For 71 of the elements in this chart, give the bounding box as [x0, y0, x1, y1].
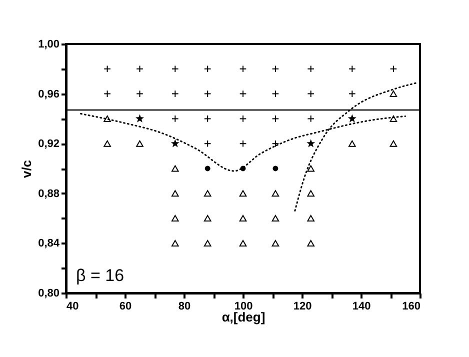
point	[135, 114, 144, 122]
point	[204, 166, 210, 172]
point	[348, 114, 356, 122]
annotation: β = 16	[76, 266, 124, 285]
point	[272, 190, 280, 197]
point	[171, 240, 179, 246]
point	[239, 215, 247, 222]
point	[272, 240, 280, 246]
point	[390, 90, 398, 98]
point	[204, 65, 212, 73]
point	[348, 90, 356, 98]
x-tick-label: 80	[178, 300, 191, 312]
point	[239, 90, 247, 98]
y-tick-label: 0,92	[38, 138, 60, 150]
point	[239, 65, 247, 73]
x-tick-label: 160	[402, 300, 420, 312]
point	[171, 215, 179, 222]
y-tick-label: 0,88	[38, 188, 60, 200]
point	[348, 65, 356, 73]
point	[204, 90, 212, 98]
point	[307, 165, 315, 172]
point	[390, 115, 398, 122]
x-axis-title: α,[deg]	[222, 310, 266, 324]
point	[390, 65, 398, 73]
y-tick-label: 0,80	[38, 288, 60, 300]
point	[348, 140, 356, 147]
point	[204, 115, 212, 122]
x-tick-label: 140	[352, 300, 371, 312]
point	[104, 140, 111, 147]
point	[171, 190, 179, 197]
point	[136, 90, 144, 98]
y-tick-label: 0,96	[38, 88, 60, 100]
point	[171, 65, 179, 73]
point	[272, 215, 280, 222]
y-tick-label: 0,84	[38, 238, 60, 250]
point	[272, 166, 278, 172]
point	[171, 115, 179, 122]
point	[307, 190, 315, 197]
point	[204, 240, 212, 246]
point	[136, 140, 144, 147]
point	[170, 139, 180, 148]
point	[104, 65, 111, 73]
point	[272, 115, 280, 122]
point	[272, 90, 280, 98]
point	[390, 140, 398, 147]
x-tick-label: 60	[119, 300, 132, 312]
point	[306, 139, 316, 148]
point	[272, 65, 280, 73]
point	[204, 190, 212, 197]
point	[204, 215, 212, 222]
point	[272, 140, 280, 148]
point	[104, 90, 111, 98]
y-axis-title: v/c	[19, 160, 34, 178]
x-tick-label: 40	[66, 300, 79, 312]
point	[171, 90, 179, 98]
point	[204, 140, 212, 148]
point	[104, 115, 111, 122]
point	[307, 215, 315, 222]
point	[239, 115, 247, 122]
point	[239, 240, 247, 246]
point	[307, 90, 315, 98]
point	[307, 115, 315, 122]
point	[239, 140, 247, 148]
point	[307, 240, 315, 246]
point	[239, 190, 247, 197]
y-tick-label: 1,00	[38, 38, 60, 50]
point	[136, 65, 144, 73]
x-tick-label: 120	[293, 300, 312, 312]
point	[307, 65, 315, 73]
x-tick-label: 100	[234, 300, 253, 312]
point	[171, 165, 179, 172]
